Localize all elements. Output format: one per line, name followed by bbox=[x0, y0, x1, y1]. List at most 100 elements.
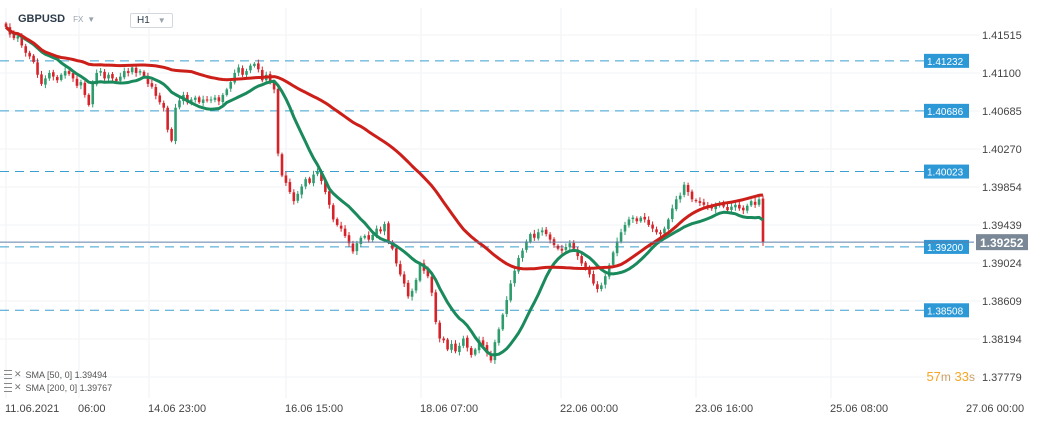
candle-down bbox=[387, 223, 390, 242]
candle-down bbox=[292, 192, 296, 202]
candle-down bbox=[469, 348, 473, 355]
timeframe-selector[interactable]: H1 ▼ bbox=[130, 13, 173, 28]
candle-down bbox=[126, 71, 130, 73]
current-price-label: 1.39252 bbox=[980, 236, 1024, 250]
candle-up bbox=[383, 224, 386, 232]
candle-down bbox=[635, 218, 639, 222]
x-tick-label: 14.06 23:00 bbox=[148, 403, 206, 415]
candle-down bbox=[28, 52, 31, 57]
y-tick-label: 1.38609 bbox=[982, 296, 1022, 308]
candle-up bbox=[418, 263, 422, 281]
price-level-badge[interactable] bbox=[924, 53, 969, 68]
candle-down bbox=[643, 216, 647, 220]
candle-up bbox=[611, 252, 615, 265]
candle-down bbox=[726, 206, 729, 211]
candle-up bbox=[410, 290, 414, 297]
close-icon[interactable]: ✕ bbox=[14, 369, 22, 379]
candle-down bbox=[659, 232, 662, 235]
price-level-label: 1.38508 bbox=[927, 306, 964, 317]
price-level-badge[interactable] bbox=[924, 303, 969, 318]
y-tick-label: 1.40270 bbox=[982, 144, 1022, 156]
candle-up bbox=[304, 179, 307, 187]
candle-down bbox=[40, 74, 43, 84]
y-tick-label: 1.40685 bbox=[982, 106, 1022, 118]
legend-menu-icon[interactable] bbox=[4, 383, 12, 392]
price-level-badge[interactable] bbox=[924, 103, 969, 118]
x-tick-label: 27.06 00:00 bbox=[966, 403, 1024, 415]
candle-up bbox=[730, 206, 733, 210]
price-level-label: 1.39200 bbox=[927, 243, 964, 254]
candle-down bbox=[481, 340, 485, 346]
horizontal-levels[interactable]: 1.41232 1.40686 1.40023 1.39200 1.38508 bbox=[0, 53, 969, 318]
y-axis[interactable]: 1.41515 1.41100 1.40685 1.40270 1.39854 1.394… bbox=[982, 30, 1022, 384]
candle-up bbox=[245, 71, 248, 75]
candle-up bbox=[312, 174, 315, 184]
candle-down bbox=[580, 256, 583, 264]
legend-sma50[interactable]: ✕ SMA [50, 0] 1.39494 bbox=[4, 369, 107, 380]
candle-down bbox=[12, 33, 16, 39]
candle-down bbox=[335, 219, 339, 225]
candle-up bbox=[119, 76, 122, 81]
candle-down bbox=[284, 175, 288, 183]
candle-up bbox=[450, 343, 453, 350]
candle-down bbox=[32, 55, 35, 62]
legend-menu-icon[interactable] bbox=[4, 370, 12, 379]
candle-up bbox=[521, 250, 524, 258]
candle-down bbox=[588, 269, 591, 275]
candle-down bbox=[442, 338, 445, 341]
candle-down bbox=[158, 95, 162, 103]
candle-down bbox=[331, 205, 335, 220]
candle-down bbox=[75, 78, 79, 86]
x-tick-label: 25.06 08:00 bbox=[830, 403, 888, 415]
candle-down bbox=[690, 191, 694, 200]
price-level-label: 1.41232 bbox=[927, 57, 964, 68]
candle-down bbox=[741, 207, 745, 211]
candle-up bbox=[414, 279, 418, 291]
candle-up bbox=[229, 82, 233, 89]
candle-down bbox=[592, 274, 595, 284]
timeframe-label: H1 bbox=[137, 15, 150, 26]
candle-up bbox=[213, 97, 217, 100]
close-icon[interactable]: ✕ bbox=[14, 382, 22, 392]
candle-up bbox=[678, 195, 682, 200]
symbol-selector[interactable]: GBPUSD FX ▼ bbox=[18, 13, 95, 25]
candle-down bbox=[87, 94, 91, 105]
legend-sma200[interactable]: ✕ SMA [200, 0] 1.39767 bbox=[4, 382, 112, 393]
candle-countdown: 57m 33s bbox=[926, 369, 975, 384]
candle-down bbox=[103, 71, 106, 79]
candle-down bbox=[272, 82, 276, 90]
price-level-badge[interactable] bbox=[924, 164, 969, 179]
candle-down bbox=[154, 87, 158, 96]
candle-up bbox=[627, 219, 631, 226]
candle-down bbox=[430, 276, 434, 293]
candle-down bbox=[20, 35, 24, 46]
candle-down bbox=[698, 201, 702, 203]
candle-up bbox=[674, 199, 678, 210]
price-level-badge[interactable] bbox=[924, 239, 969, 254]
x-tick-label: 18.06 07:00 bbox=[420, 403, 478, 415]
candle-up bbox=[501, 314, 505, 330]
candle-down bbox=[533, 233, 536, 238]
candle-up bbox=[59, 74, 63, 80]
candle-down bbox=[328, 191, 331, 205]
candle-down bbox=[485, 345, 489, 354]
candle-down bbox=[24, 46, 28, 53]
candle-down bbox=[438, 322, 441, 339]
candle-down bbox=[288, 182, 292, 192]
candle-down bbox=[761, 198, 765, 243]
candle-down bbox=[351, 243, 355, 252]
current-price-badge bbox=[976, 234, 1028, 251]
candle-down bbox=[36, 62, 39, 75]
candle-down bbox=[146, 76, 150, 84]
candle-up bbox=[536, 232, 540, 239]
x-axis[interactable]: 11.06.2021 06:00 14.06 23:00 16.06 15:00 18.… bbox=[5, 403, 1024, 415]
candle-down bbox=[576, 249, 579, 257]
candle-down bbox=[186, 94, 189, 103]
candle-up bbox=[473, 349, 477, 355]
candle-down bbox=[584, 262, 587, 269]
candle-up bbox=[221, 94, 225, 103]
candle-down bbox=[217, 97, 221, 102]
candle-down bbox=[454, 343, 457, 352]
candle-down bbox=[162, 102, 166, 108]
